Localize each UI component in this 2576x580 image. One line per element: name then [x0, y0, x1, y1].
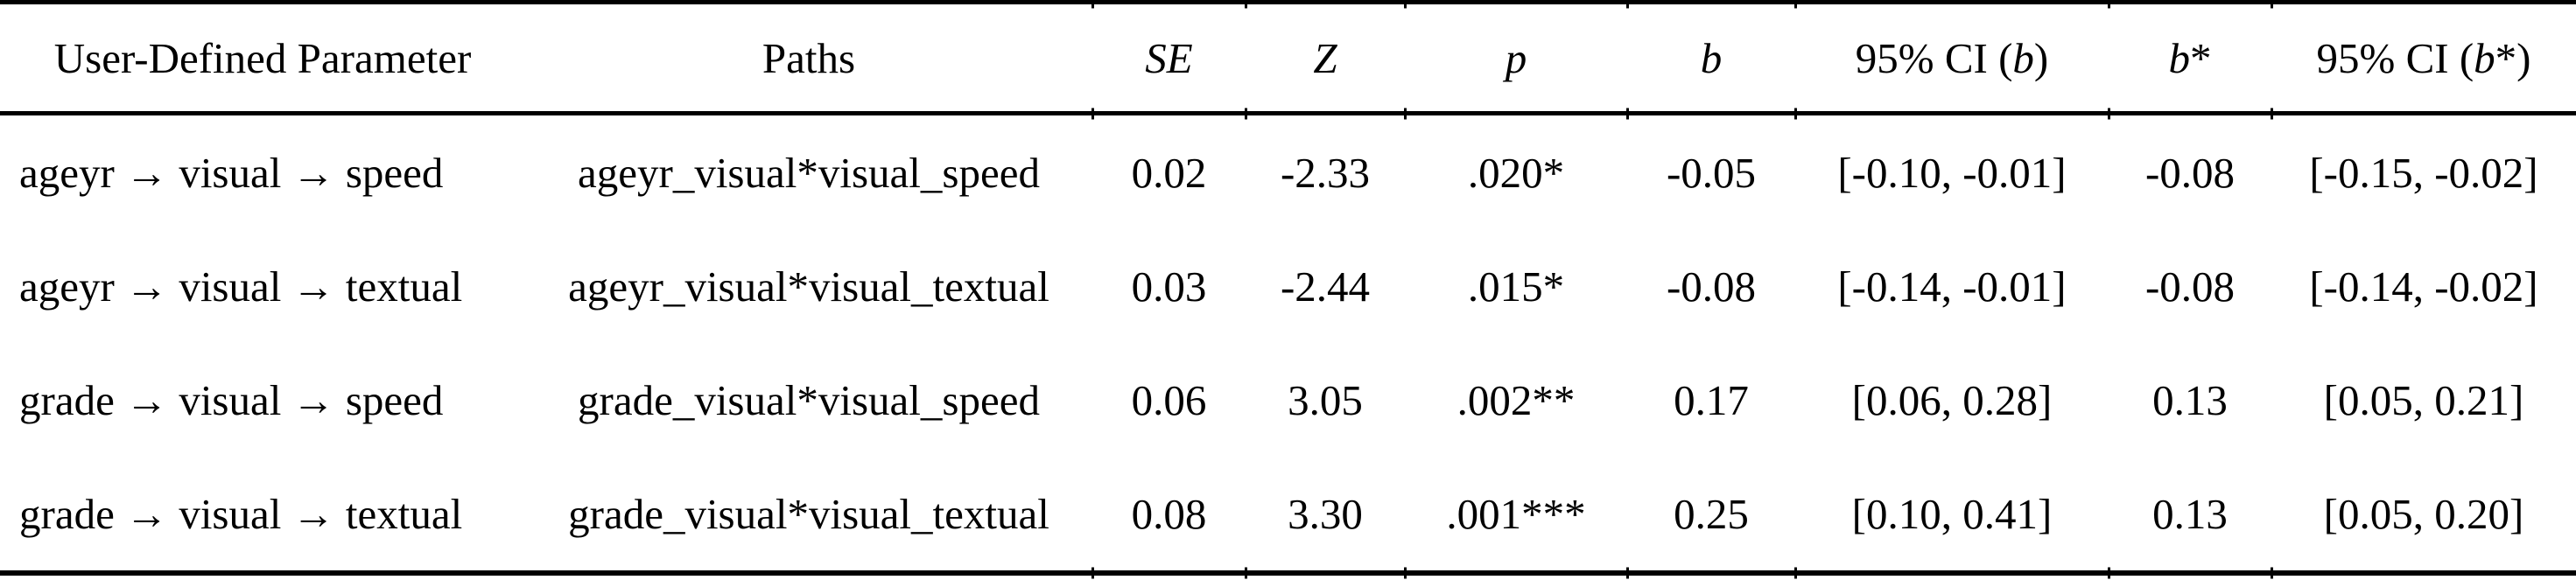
cell-param: ageyr → visual → speed: [19, 148, 444, 197]
cell-border-tick: [1626, 567, 1629, 579]
cell-b: -0.08: [1666, 262, 1757, 311]
cell-border-tick: [1245, 108, 1247, 119]
header-cell-se: SE: [1092, 33, 1246, 83]
cell-border-tick: [1794, 108, 1797, 119]
cell-b: 0.17: [1674, 375, 1749, 424]
header-cell-ci_b: 95% CI (b): [1795, 33, 2109, 83]
header-label-part: *): [2495, 33, 2531, 82]
cell-border-tick: [2271, 108, 2273, 119]
table-row: ageyr → visual → textual ageyr_visual*vis…: [0, 229, 2576, 343]
cell-b_star: -0.08: [2144, 148, 2236, 197]
cell-border-tick: [1091, 567, 1094, 579]
cell-border-tick: [2108, 108, 2110, 119]
header-label-part: b: [2474, 33, 2495, 82]
cell-border-tick: [2108, 567, 2110, 579]
header-cell-z: Z: [1246, 33, 1405, 83]
table-row: ageyr → visual → speed ageyr_visual*visua…: [0, 115, 2576, 229]
cell-paths: ageyr_visual*visual_textual: [568, 262, 1049, 311]
cell-border-tick: [1794, 567, 1797, 579]
cell-z: -2.33: [1280, 148, 1371, 197]
cell-z: 3.05: [1288, 375, 1363, 424]
cell-border-tick: [1626, 0, 1629, 8]
cell-b_star: -0.08: [2144, 262, 2236, 311]
cell-ci_b: [0.06, 0.28]: [1851, 375, 2053, 424]
cell-border-tick: [1245, 567, 1247, 579]
cell-border-tick: [1794, 0, 1797, 8]
header-label-part: SE: [1145, 33, 1193, 82]
header-cell-paths: Paths: [525, 33, 1092, 83]
cell-b: 0.25: [1674, 489, 1749, 538]
table-row: grade → visual → speed grade_visual*visua…: [0, 343, 2576, 457]
table-header-separator: [0, 108, 2576, 119]
header-cell-ci_b_star: 95% CI (b *): [2271, 33, 2576, 83]
cell-paths: ageyr_visual*visual_speed: [578, 148, 1040, 197]
cell-border-tick: [1404, 0, 1407, 8]
cell-param: ageyr → visual → textual: [19, 262, 463, 311]
cell-p: .002**: [1456, 375, 1576, 424]
table-top-border: [0, 0, 2576, 8]
cell-z: -2.44: [1280, 262, 1371, 311]
cell-paths: grade_visual*visual_textual: [568, 489, 1049, 538]
cell-ci_b_star: [0.05, 0.20]: [2323, 489, 2524, 538]
cell-paths: grade_visual*visual_speed: [578, 375, 1040, 424]
header-label-part: b: [2168, 33, 2191, 82]
header-label-part: *: [2190, 33, 2212, 82]
cell-ci_b_star: [-0.15, -0.02]: [2309, 148, 2538, 197]
cell-border-tick: [1404, 567, 1407, 579]
cell-ci_b: [-0.10, -0.01]: [1837, 148, 2067, 197]
cell-ci_b: [0.10, 0.41]: [1851, 489, 2053, 538]
cell-border-tick: [1245, 0, 1247, 8]
header-cell-b_star: b *: [2109, 33, 2271, 83]
header-label-part: b: [1700, 33, 1723, 82]
cell-param: grade → visual → speed: [19, 375, 444, 424]
cell-b_star: 0.13: [2152, 375, 2228, 424]
cell-border-tick: [1091, 0, 1094, 8]
cell-p: .020*: [1467, 148, 1565, 197]
cell-p: .015*: [1467, 262, 1565, 311]
cell-se: 0.08: [1131, 489, 1207, 538]
cell-param: grade → visual → textual: [19, 489, 463, 538]
cell-z: 3.30: [1288, 489, 1363, 538]
cell-se: 0.03: [1131, 262, 1207, 311]
cell-border-tick: [1404, 108, 1407, 119]
cell-border-tick: [1626, 108, 1629, 119]
cell-b_star: 0.13: [2152, 489, 2228, 538]
table-bottom-border: [0, 567, 2576, 579]
header-label-part: b: [2012, 33, 2034, 82]
header-label-part: User-Defined Parameter: [53, 33, 472, 82]
cell-p: .001***: [1446, 489, 1586, 538]
cell-se: 0.06: [1131, 375, 1207, 424]
header-label-part: p: [1505, 33, 1527, 82]
cell-border-tick: [2108, 0, 2110, 8]
table-row: grade → visual → textual grade_visual*vis…: [0, 457, 2576, 570]
table-body: ageyr → visual → speed ageyr_visual*visua…: [0, 115, 2576, 570]
cell-b: -0.05: [1666, 148, 1757, 197]
cell-border-tick: [2271, 567, 2273, 579]
cell-border-tick: [1091, 108, 1094, 119]
header-cell-param: User-Defined Parameter: [0, 33, 525, 83]
cell-ci_b_star: [0.05, 0.21]: [2323, 375, 2524, 424]
header-label-part: Paths: [762, 33, 856, 82]
cell-ci_b_star: [-0.14, -0.02]: [2309, 262, 2538, 311]
header-label-part: ): [2033, 33, 2049, 82]
header-label-part: 95% CI (: [1855, 33, 2013, 82]
header-cell-p: p: [1405, 33, 1627, 83]
cell-se: 0.02: [1131, 148, 1207, 197]
cell-border-tick: [2271, 0, 2273, 8]
header-label-part: 95% CI (: [2316, 33, 2474, 82]
cell-ci_b: [-0.14, -0.01]: [1837, 262, 2067, 311]
header-label-part: Z: [1313, 33, 1337, 82]
header-cell-b: b: [1627, 33, 1795, 83]
